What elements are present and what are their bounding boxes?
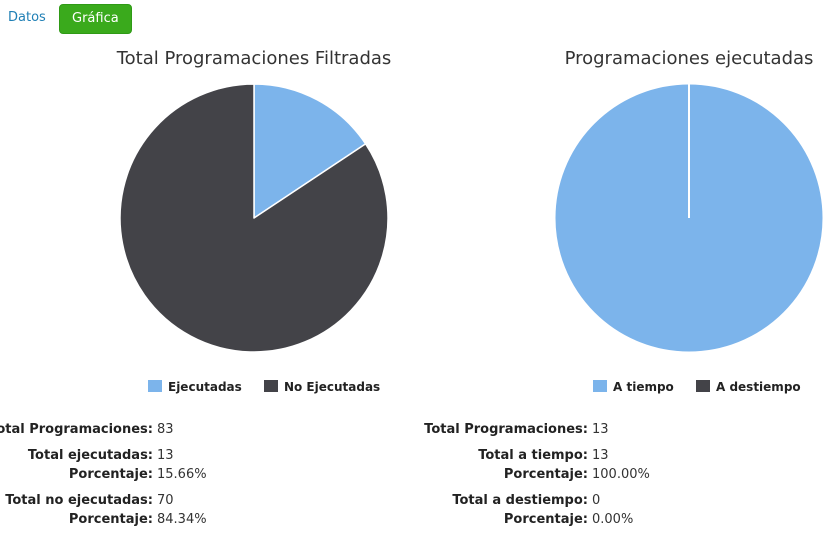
stat-value: 83 (157, 422, 174, 437)
legend-label-a-tiempo: A tiempo (613, 380, 674, 394)
legend-ejecutadas: A tiempo A destiempo (593, 380, 801, 394)
stat-label: Porcentaje: (68, 467, 153, 482)
pie-chart-filtradas (119, 83, 389, 353)
stat-value: 13 (592, 448, 609, 463)
legend-label-ejecutadas: Ejecutadas (168, 380, 242, 394)
legend-item-ejecutadas[interactable]: Ejecutadas (148, 380, 242, 394)
stat-value: 15.66% (157, 467, 207, 482)
tab-datos[interactable]: Datos (8, 10, 46, 25)
stat-label: Total ejecutadas: (27, 448, 153, 463)
stat-value: 13 (157, 448, 174, 463)
legend-label-a-destiempo: A destiempo (715, 380, 801, 394)
stat-value: 84.34% (157, 512, 207, 527)
stat-label: Total no ejecutadas: (5, 493, 153, 508)
stat-label: Porcentaje: (503, 467, 588, 482)
tab-grafica[interactable]: Gráfica (59, 4, 132, 34)
legend-swatch-a-tiempo (593, 380, 607, 392)
stat-value: 70 (157, 493, 174, 508)
pie-slice-ejecutadas[interactable] (253, 83, 367, 219)
legend-item-a-destiempo[interactable]: A destiempo (695, 380, 801, 394)
stat-label: Porcentaje: (503, 512, 588, 527)
legend-swatch-no-ejecutadas (263, 380, 278, 392)
stat-label: Porcentaje: (68, 512, 153, 527)
pie-slice-no-ejecutadas[interactable] (119, 83, 389, 353)
legend-swatch-a-destiempo (695, 380, 710, 392)
chart-title-filtradas: Total Programaciones Filtradas (116, 48, 392, 69)
stat-value: 0 (592, 493, 601, 508)
legend-filtradas: Ejecutadas No Ejecutadas (148, 380, 380, 394)
stat-label: Total Programaciones: (0, 422, 153, 437)
pie-chart-ejecutadas (554, 83, 824, 353)
legend-item-no-ejecutadas[interactable]: No Ejecutadas (263, 380, 381, 394)
stat-label: Total Programaciones: (424, 422, 588, 437)
stat-label: Total a tiempo: (478, 448, 588, 463)
stat-label: Total a destiempo: (452, 493, 588, 508)
stat-value: 13 (592, 422, 609, 437)
legend-swatch-ejecutadas (148, 380, 162, 392)
legend-label-no-ejecutadas: No Ejecutadas (283, 380, 381, 394)
stat-value: 100.00% (592, 467, 650, 482)
chart-title-ejecutadas: Programaciones ejecutadas (564, 48, 814, 69)
stat-value: 0.00% (592, 512, 634, 527)
legend-item-a-tiempo[interactable]: A tiempo (593, 380, 674, 394)
